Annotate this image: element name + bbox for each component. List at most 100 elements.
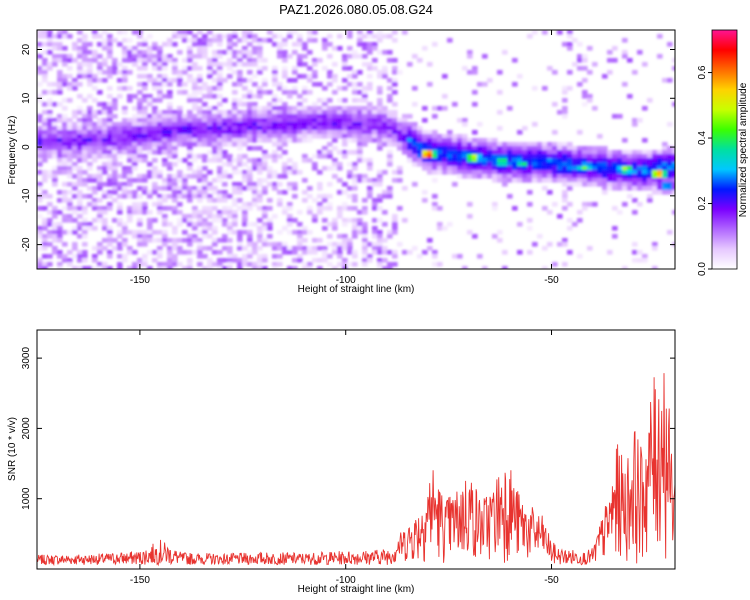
spectrogram-cell	[312, 74, 318, 79]
spectrogram-cell	[552, 158, 558, 163]
spectrogram-cell	[202, 206, 208, 211]
spectrogram-cell	[577, 178, 583, 183]
spectrogram-cell	[372, 218, 378, 223]
spectrogram-cell	[107, 162, 113, 167]
spectrogram-cell	[482, 174, 488, 179]
spectrogram-cell	[127, 118, 133, 123]
spectrogram-cell	[157, 78, 163, 83]
spectrogram-cell	[52, 150, 58, 155]
spectrogram-cell	[192, 98, 198, 103]
spectrogram-cell	[422, 158, 428, 163]
x-tick-label: -100	[336, 275, 356, 286]
spectrogram-cell	[132, 230, 138, 235]
spectrogram-cell	[262, 78, 268, 83]
spectrogram-cell	[252, 222, 258, 227]
spectrogram-cell	[242, 174, 248, 179]
spectrogram-cell	[242, 102, 248, 107]
spectrogram-cell	[137, 194, 143, 199]
spectrogram-cell	[667, 122, 673, 127]
spectrogram-cell	[82, 70, 88, 75]
spectrogram-cell	[322, 154, 328, 159]
spectrogram-cell	[112, 142, 118, 147]
spectrogram-cell	[172, 130, 178, 135]
spectrogram-cell	[167, 130, 173, 135]
spectrogram-cell	[302, 74, 308, 79]
spectrogram-cell	[357, 38, 363, 43]
spectrogram-cell	[217, 82, 223, 87]
spectrogram-cell	[47, 66, 53, 71]
spectrogram-cell	[117, 246, 123, 251]
spectrogram-cell	[297, 118, 303, 123]
spectrogram-cell	[227, 246, 233, 251]
spectrogram-cell	[267, 102, 273, 107]
spectrogram-cell	[317, 58, 323, 63]
spectrogram-cell	[572, 62, 578, 67]
spectrogram-cell	[182, 58, 188, 63]
spectrogram-cell	[282, 142, 288, 147]
spectrogram-cell	[372, 134, 378, 139]
spectrogram-cell	[432, 142, 438, 147]
spectrogram-cell	[47, 30, 53, 35]
spectrogram-cell	[617, 186, 623, 191]
spectrogram-cell	[167, 42, 173, 47]
spectrogram-cell	[137, 234, 143, 239]
spectrogram-cell	[362, 206, 368, 211]
spectrogram-cell	[312, 130, 318, 135]
spectrogram-cell	[532, 146, 538, 151]
spectrogram-cell	[197, 254, 203, 259]
spectrogram-cell	[242, 206, 248, 211]
spectrogram-cell	[102, 30, 108, 35]
spectrogram-cell	[577, 174, 583, 179]
spectrogram-cell	[107, 234, 113, 239]
spectrogram-cell	[467, 230, 473, 235]
spectrogram-cell	[307, 106, 313, 111]
spectrogram-cell	[52, 58, 58, 63]
spectrogram-cell	[302, 86, 308, 91]
spectrogram-cell	[247, 58, 253, 63]
spectrogram-cell	[232, 70, 238, 75]
spectrogram-cell	[42, 42, 48, 47]
spectrogram-cell	[347, 194, 353, 199]
spectrogram-cell	[142, 154, 148, 159]
spectrogram-cell	[322, 134, 328, 139]
spectrogram-cell	[552, 150, 558, 155]
spectrogram-cell	[172, 118, 178, 123]
spectrogram-cell	[367, 106, 373, 111]
spectrogram-cell	[147, 266, 153, 269]
spectrogram-cell	[672, 170, 675, 175]
spectrogram-cell	[352, 138, 358, 143]
spectrogram-cell	[357, 142, 363, 147]
spectrogram-cell	[312, 166, 318, 171]
figure-title: PAZ1.2026.080.05.08.G24	[279, 2, 433, 17]
spectrogram-cell	[352, 234, 358, 239]
spectrogram-cell	[262, 130, 268, 135]
spectrogram-cell	[272, 266, 278, 269]
spectrogram-cell	[152, 250, 158, 255]
spectrogram-cell	[67, 82, 73, 87]
spectrogram-cell	[147, 234, 153, 239]
spectrogram-cell	[367, 162, 373, 167]
spectrogram-cell	[282, 38, 288, 43]
spectrogram-cell	[317, 210, 323, 215]
spectrogram-cell	[222, 126, 228, 131]
spectrogram-cell	[362, 262, 368, 267]
spectrogram-cell	[207, 170, 213, 175]
spectrogram-cell	[137, 134, 143, 139]
spectrogram-cell	[112, 66, 118, 71]
spectrogram-cell	[542, 246, 548, 251]
spectrogram-cell	[507, 150, 513, 155]
spectrogram-cell	[447, 138, 453, 143]
spectrogram-cell	[112, 38, 118, 43]
spectrogram-cell	[137, 42, 143, 47]
spectrogram-cell	[297, 110, 303, 115]
spectrogram-cell	[52, 206, 58, 211]
spectrogram-cell	[172, 78, 178, 83]
spectrogram-cell	[202, 158, 208, 163]
spectrogram-cell	[122, 222, 128, 227]
spectrogram-cell	[62, 122, 68, 127]
spectrogram-cell	[152, 182, 158, 187]
spectrogram-cell	[467, 202, 473, 207]
spectrogram-cell	[207, 138, 213, 143]
spectrogram-cell	[127, 122, 133, 127]
spectrogram-cell	[627, 166, 633, 171]
